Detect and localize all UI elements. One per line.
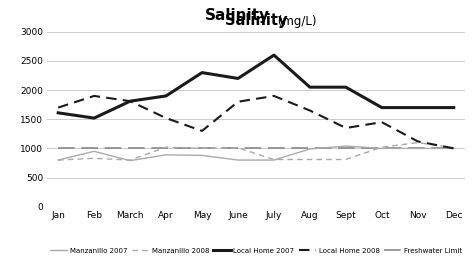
Legend: Manzanillo 2007, Manzanillo 2008, Local Home 2007, Local Home 2008, Freshwater L: Manzanillo 2007, Manzanillo 2008, Local … [47, 245, 465, 257]
Text: Salinity: Salinity [225, 13, 287, 28]
Text: Salinity: Salinity [204, 8, 270, 23]
Text: (mg/L): (mg/L) [274, 15, 317, 28]
Text: Salinity (mg/L): Salinity (mg/L) [191, 8, 283, 21]
Title: Salinity (mg/L): Salinity (mg/L) [0, 264, 1, 265]
